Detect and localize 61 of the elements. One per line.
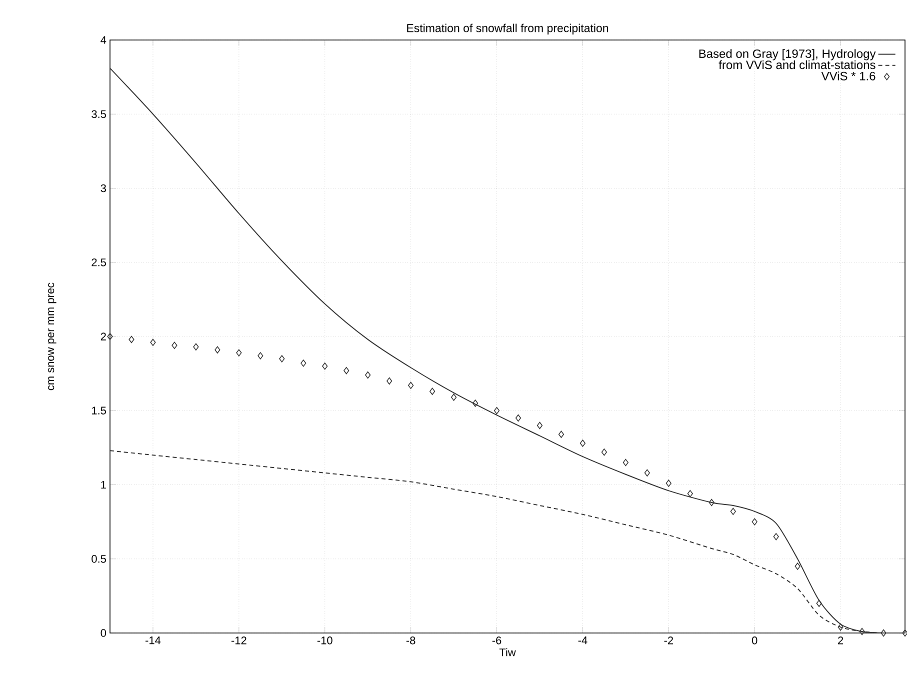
- y-tick-label: 4: [100, 36, 106, 44]
- legend-label: VViS * 1.6: [821, 72, 876, 80]
- y-tick-label: 0: [100, 629, 106, 637]
- chart-title: Estimation of snowfall from precipitation: [407, 24, 608, 34]
- point: [494, 407, 500, 414]
- point: [558, 430, 564, 438]
- point: [450, 394, 457, 401]
- point: [580, 440, 586, 447]
- legend-label: from VViS and climat-stations: [718, 60, 876, 70]
- y-tick-label: 0.5: [92, 554, 106, 563]
- point: [236, 349, 242, 356]
- point: [214, 346, 220, 354]
- legend-label: Based on Gray [1973], Hydrology: [699, 49, 876, 60]
- point: [193, 343, 199, 350]
- x-axis-title: Tiw: [499, 648, 516, 656]
- point: [816, 600, 822, 607]
- point: [708, 498, 714, 506]
- y-axis-title: cm snow per mm prec: [48, 282, 56, 390]
- point: [773, 533, 779, 540]
- point: [150, 338, 156, 346]
- y-tick-label: 3.5: [92, 110, 106, 118]
- point: [472, 400, 478, 407]
- x-tick-label: -4: [578, 636, 588, 644]
- y-tick-label: 1: [101, 480, 106, 489]
- point: [515, 414, 522, 422]
- point: [107, 332, 113, 340]
- point: [408, 382, 414, 390]
- point: [128, 336, 134, 344]
- point: [344, 366, 350, 374]
- x-tick-label: -8: [406, 636, 416, 644]
- x-tick-label: -12: [231, 636, 246, 644]
- y-tick-label: 1.5: [92, 406, 106, 414]
- point: [794, 562, 800, 570]
- point: [365, 371, 371, 379]
- point: [880, 629, 886, 637]
- y-tick-label: 2: [100, 332, 106, 340]
- x-tick-label: -10: [317, 636, 332, 644]
- point: [386, 377, 392, 385]
- point: [687, 490, 693, 498]
- point: [622, 458, 628, 466]
- point: [172, 342, 178, 349]
- point: [730, 508, 736, 516]
- point: [859, 628, 865, 636]
- point: [666, 480, 672, 487]
- y-tick-label: 3: [100, 184, 106, 192]
- y-tick-label: 2.5: [92, 258, 106, 266]
- x-tick-label: 2: [838, 636, 844, 644]
- point: [430, 388, 436, 395]
- point: [300, 360, 306, 367]
- x-tick-label: 0: [752, 636, 758, 644]
- point: [601, 448, 607, 456]
- point: [279, 355, 285, 362]
- point: [536, 422, 543, 430]
- x-tick-label: -2: [664, 636, 673, 644]
- point: [258, 352, 264, 360]
- x-tick-label: -14: [146, 636, 161, 644]
- x-tick-label: -6: [492, 636, 502, 644]
- point: [752, 518, 758, 526]
- point: [838, 623, 844, 631]
- point: [322, 362, 328, 370]
- point: [644, 469, 650, 476]
